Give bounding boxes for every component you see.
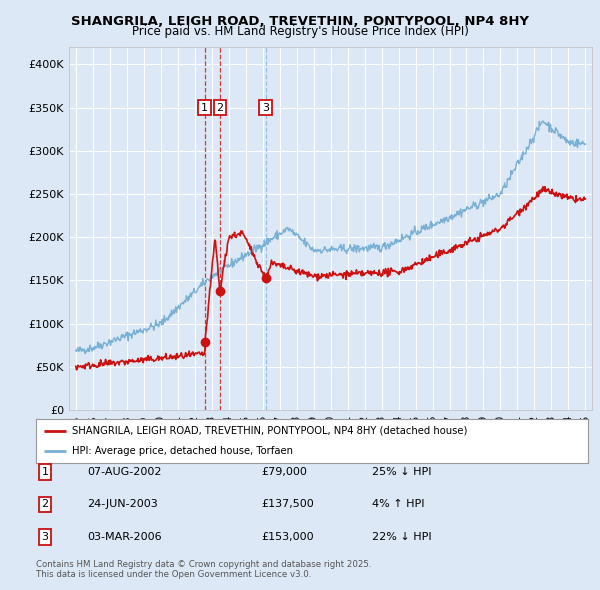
Text: Contains HM Land Registry data © Crown copyright and database right 2025.
This d: Contains HM Land Registry data © Crown c… [36,560,371,579]
Text: 3: 3 [262,103,269,113]
Text: 07-AUG-2002: 07-AUG-2002 [87,467,161,477]
Text: 03-MAR-2006: 03-MAR-2006 [87,532,161,542]
Text: 22% ↓ HPI: 22% ↓ HPI [372,532,431,542]
Text: 1: 1 [201,103,208,113]
Text: £79,000: £79,000 [261,467,307,477]
Text: HPI: Average price, detached house, Torfaen: HPI: Average price, detached house, Torf… [72,446,293,456]
Text: Price paid vs. HM Land Registry's House Price Index (HPI): Price paid vs. HM Land Registry's House … [131,25,469,38]
Text: 1: 1 [41,467,49,477]
Text: £153,000: £153,000 [261,532,314,542]
Text: 3: 3 [41,532,49,542]
Text: 25% ↓ HPI: 25% ↓ HPI [372,467,431,477]
Text: 24-JUN-2003: 24-JUN-2003 [87,500,158,509]
Text: 4% ↑ HPI: 4% ↑ HPI [372,500,425,509]
Text: 2: 2 [41,500,49,509]
Text: SHANGRILA, LEIGH ROAD, TREVETHIN, PONTYPOOL, NP4 8HY: SHANGRILA, LEIGH ROAD, TREVETHIN, PONTYP… [71,15,529,28]
Text: SHANGRILA, LEIGH ROAD, TREVETHIN, PONTYPOOL, NP4 8HY (detached house): SHANGRILA, LEIGH ROAD, TREVETHIN, PONTYP… [72,426,467,436]
Text: 2: 2 [216,103,223,113]
Text: £137,500: £137,500 [261,500,314,509]
